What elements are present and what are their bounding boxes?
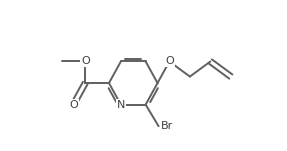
Text: O: O (81, 56, 90, 66)
Text: O: O (165, 56, 174, 66)
Text: N: N (117, 100, 125, 110)
Text: O: O (69, 100, 78, 110)
Text: Br: Br (161, 121, 173, 131)
